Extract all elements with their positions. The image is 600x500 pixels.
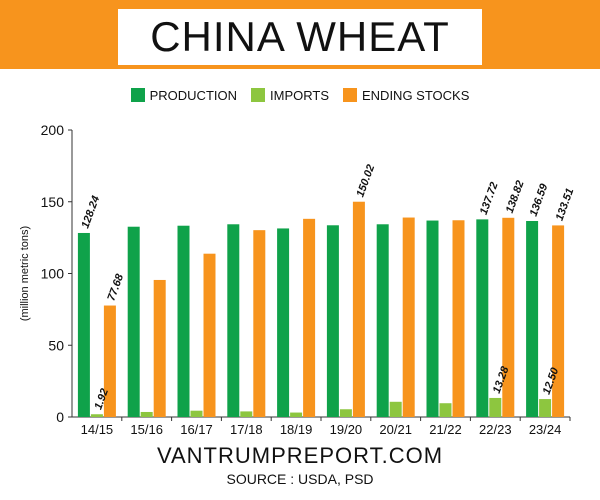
data-label: 133.51 <box>554 187 577 223</box>
x-tick-label: 15/16 <box>130 422 163 437</box>
data-label: 136.59 <box>528 181 551 218</box>
bar-ending-stocks <box>303 218 316 417</box>
legend-label-ending-stocks: ENDING STOCKS <box>362 87 470 103</box>
bar-production <box>227 224 240 417</box>
legend-item-ending-stocks: ENDING STOCKS <box>343 88 469 103</box>
legend-swatch-imports <box>251 88 265 102</box>
title-box: CHINA WHEAT <box>118 9 482 65</box>
legend-swatch-production <box>130 88 145 102</box>
bar-ending-stocks <box>253 230 266 417</box>
bar-production <box>376 224 389 417</box>
chart-legend: PRODUCTION IMPORTS ENDING STOCKS <box>0 84 600 106</box>
legend-label-production: PRODUCTION <box>149 87 237 103</box>
bar-production <box>476 219 489 417</box>
x-tick-label: 21/22 <box>429 422 462 437</box>
bar-imports <box>90 414 103 417</box>
y-axis-title: (million metric tons) <box>19 226 31 321</box>
bar-production <box>177 225 190 417</box>
bar-imports <box>389 401 402 417</box>
y-tick-label: 200 <box>41 122 65 138</box>
bar-ending-stocks <box>452 220 465 417</box>
bar-chart: 0 50 100 150 200 (million metric tons) 14/15 15… <box>19 122 577 437</box>
y-tick-label: 150 <box>41 194 65 210</box>
bar-imports <box>339 409 352 417</box>
bar-production <box>326 225 339 417</box>
bar-ending-stocks <box>203 253 216 417</box>
x-tick-label: 18/19 <box>280 422 313 437</box>
bar-imports <box>290 412 303 417</box>
bar-ending-stocks <box>402 217 415 417</box>
bar-production <box>526 220 539 417</box>
bar-ending-stocks <box>103 305 116 417</box>
y-tick-label: 0 <box>56 409 64 425</box>
bar-imports <box>240 411 253 417</box>
bar-production <box>426 220 439 417</box>
bar-ending-stocks <box>552 225 565 417</box>
x-tick-label: 23/24 <box>529 422 562 437</box>
x-tick-label: 19/20 <box>330 422 363 437</box>
bar-imports <box>190 410 203 417</box>
legend-item-production: PRODUCTION <box>130 87 237 103</box>
data-label: 150.02 <box>354 163 377 199</box>
y-tick-label: 100 <box>41 266 65 282</box>
footer-source: SOURCE : USDA, PSD <box>226 471 374 487</box>
y-tick-label: 50 <box>48 337 64 353</box>
data-label: 77.68 <box>105 272 126 303</box>
data-label: 128.24 <box>79 194 102 230</box>
x-tick-label: 16/17 <box>180 422 213 437</box>
legend-item-imports: IMPORTS <box>251 88 329 103</box>
bar-ending-stocks <box>352 201 365 417</box>
bar-imports <box>140 411 153 417</box>
data-label: 137.72 <box>478 181 501 217</box>
title-bar-rule <box>0 67 600 69</box>
data-label: 138.82 <box>504 179 527 215</box>
bar-ending-stocks <box>502 217 515 417</box>
bar-imports <box>439 403 452 417</box>
bar-imports <box>489 397 502 417</box>
bar-ending-stocks <box>153 279 166 417</box>
bar-production <box>77 232 90 417</box>
bar-imports <box>539 399 552 417</box>
bar-production <box>277 228 290 417</box>
x-tick-label: 17/18 <box>230 422 263 437</box>
chart-title: CHINA WHEAT <box>150 13 450 60</box>
legend-swatch-ending-stocks <box>343 88 357 102</box>
bar-production <box>127 226 140 417</box>
x-tick-label: 20/21 <box>379 422 412 437</box>
x-tick-label: 14/15 <box>81 422 114 437</box>
x-tick-label: 22/23 <box>479 422 512 437</box>
footer-site: VANTRUMPREPORT.COM <box>156 443 444 468</box>
legend-label-imports: IMPORTS <box>270 87 329 103</box>
